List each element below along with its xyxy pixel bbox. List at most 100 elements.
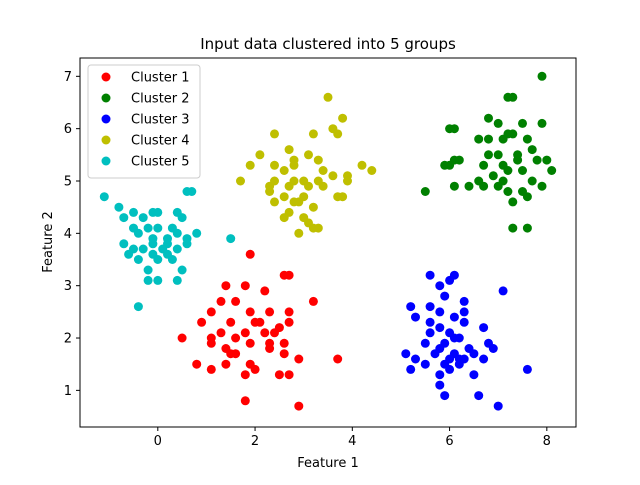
cluster-4-point — [279, 166, 289, 175]
cluster-3-point — [420, 359, 430, 369]
cluster-2-point — [532, 155, 542, 165]
cluster-2-point — [484, 134, 493, 144]
cluster-2-point — [420, 187, 430, 196]
cluster-5-point — [177, 265, 187, 275]
cluster-3-point — [425, 328, 435, 338]
cluster-1-point — [240, 328, 250, 338]
x-tick-label: 4 — [348, 434, 356, 449]
cluster-4-point — [284, 181, 294, 191]
cluster-5-point — [153, 275, 163, 285]
cluster-2-point — [508, 92, 518, 102]
cluster-4-point — [308, 202, 318, 212]
cluster-2-point — [493, 150, 503, 160]
cluster-1-point — [226, 317, 236, 327]
cluster-1-point — [333, 354, 343, 364]
cluster-2-point — [449, 181, 459, 191]
cluster-2-point — [479, 181, 489, 191]
cluster-2-point — [518, 166, 527, 175]
plot-area — [99, 71, 557, 411]
cluster-3-point — [401, 349, 411, 359]
cluster-4-point — [343, 176, 352, 186]
cluster-2-point — [479, 160, 489, 170]
cluster-2-point — [464, 181, 474, 191]
cluster-5-point — [226, 234, 236, 244]
cluster-1-point — [245, 338, 255, 348]
y-tick-label: 1 — [64, 384, 72, 399]
cluster-4-point — [294, 197, 304, 207]
legend-label-cluster-2: Cluster 2 — [131, 92, 190, 107]
cluster-3-point — [425, 317, 435, 327]
cluster-1-point — [265, 307, 275, 317]
cluster-3-point — [411, 312, 420, 322]
cluster-1-point — [240, 281, 250, 291]
cluster-5-point — [138, 213, 148, 223]
cluster-5-point — [153, 255, 163, 264]
cluster-4-point — [357, 160, 367, 170]
cluster-2-point — [518, 118, 527, 128]
cluster-3-point — [440, 291, 450, 301]
legend-marker-cluster-2 — [101, 93, 111, 103]
x-tick-label: 2 — [251, 434, 259, 449]
cluster-4-point — [367, 166, 377, 175]
chart-title: Input data clustered into 5 groups — [200, 35, 456, 53]
cluster-4-point — [265, 187, 275, 196]
cluster-3-point — [406, 364, 416, 374]
cluster-4-point — [270, 160, 279, 170]
cluster-2-point — [508, 223, 518, 233]
cluster-1-point — [255, 317, 265, 327]
legend-label-cluster-4: Cluster 4 — [131, 134, 190, 149]
cluster-1-point — [284, 307, 294, 317]
cluster-2-point — [537, 118, 547, 128]
cluster-4-point — [284, 145, 294, 155]
cluster-1-point — [231, 296, 241, 306]
cluster-1-point — [284, 317, 294, 327]
cluster-4-point — [236, 176, 245, 186]
cluster-4-point — [313, 155, 323, 165]
x-tick-label: 0 — [154, 434, 162, 449]
cluster-5-point — [192, 228, 202, 238]
cluster-2-point — [513, 155, 523, 165]
cluster-5-point — [148, 239, 158, 249]
cluster-1-point — [192, 359, 202, 369]
cluster-5-point — [182, 234, 192, 244]
cluster-1-point — [216, 328, 226, 338]
cluster-4-point — [294, 228, 304, 238]
cluster-2-point — [493, 118, 503, 128]
cluster-1-point — [226, 349, 236, 359]
cluster-5-point — [119, 239, 129, 249]
y-tick-label: 6 — [64, 122, 72, 137]
cluster-1-point — [294, 401, 304, 411]
cluster-1-point — [245, 249, 255, 259]
cluster-1-point — [260, 328, 270, 338]
cluster-4-point — [323, 92, 333, 102]
cluster-2-point — [547, 166, 557, 175]
cluster-4-point — [304, 181, 313, 191]
cluster-4-point — [318, 166, 328, 175]
cluster-4-point — [255, 150, 265, 160]
cluster-3-point — [435, 380, 445, 390]
cluster-2-point — [508, 197, 518, 207]
cluster-4-point — [338, 113, 348, 123]
cluster-2-point — [503, 166, 513, 175]
cluster-3-point — [435, 307, 445, 317]
cluster-3-point — [445, 364, 455, 374]
cluster-2-point — [522, 223, 532, 233]
cluster-1-point — [284, 270, 294, 280]
cluster-3-point — [425, 302, 435, 312]
cluster-1-point — [279, 349, 289, 359]
legend-box — [87, 64, 201, 179]
cluster-5-point — [99, 192, 109, 202]
cluster-1-point — [216, 296, 226, 306]
cluster-2-point — [445, 160, 455, 170]
x-axis-label: Feature 1 — [297, 456, 359, 471]
cluster-2-point — [522, 134, 532, 144]
cluster-1-point — [279, 338, 289, 348]
cluster-5-point — [177, 213, 187, 223]
cluster-1-point — [294, 354, 304, 364]
cluster-4-point — [318, 181, 328, 191]
cluster-3-point — [449, 312, 459, 322]
cluster-5-point — [138, 244, 148, 254]
cluster-1-point — [197, 317, 207, 327]
cluster-1-point — [250, 364, 260, 374]
